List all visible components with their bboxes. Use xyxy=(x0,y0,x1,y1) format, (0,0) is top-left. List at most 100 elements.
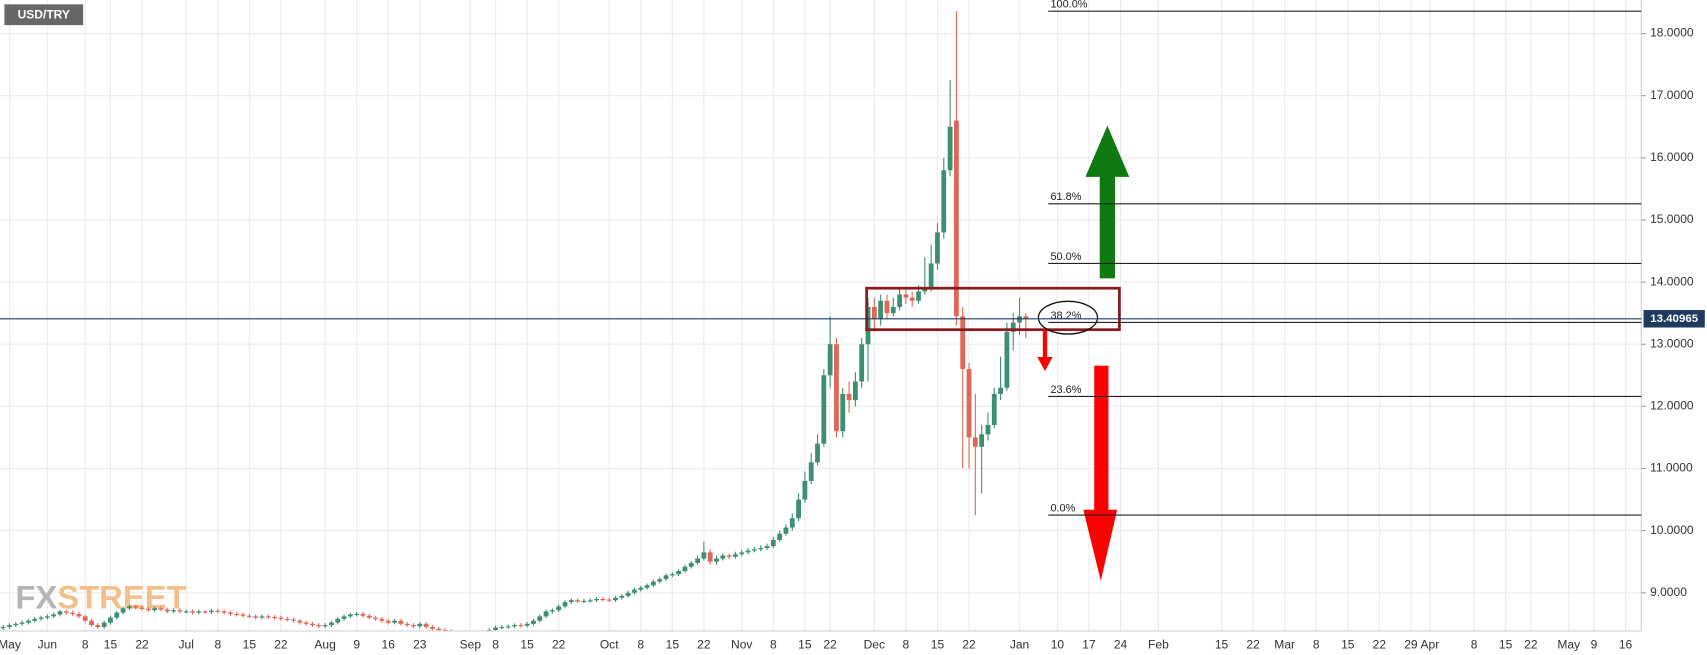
fib-label: 100.0% xyxy=(1050,0,1087,11)
candle-body xyxy=(871,306,877,320)
candle-body xyxy=(1017,316,1022,323)
candle-body xyxy=(537,616,543,621)
candle-body xyxy=(909,297,915,301)
fib-label: 0.0% xyxy=(1050,502,1075,514)
candle-body xyxy=(316,625,322,627)
candle-body xyxy=(0,626,6,629)
candle-body xyxy=(120,608,126,613)
candle-body xyxy=(770,539,776,547)
candle-body xyxy=(221,611,227,613)
candle-body xyxy=(493,627,498,631)
x-tick-label: 16 xyxy=(1619,637,1633,651)
candle-body xyxy=(890,306,896,314)
x-tick-label: 15 xyxy=(104,637,118,651)
x-tick-label: 15 xyxy=(931,637,945,651)
candle-body xyxy=(884,300,890,314)
x-tick-label: 24 xyxy=(1114,637,1128,651)
candle-body xyxy=(758,548,764,550)
candle-body xyxy=(676,571,682,575)
candle-body xyxy=(51,614,57,617)
y-tick-label: 15.0000 xyxy=(1650,212,1694,226)
x-tick-label: 22 xyxy=(1246,637,1260,651)
last-price-box xyxy=(1643,310,1705,328)
x-tick-label: 15 xyxy=(520,637,534,651)
x-tick-label: May xyxy=(1557,637,1580,651)
candle-body xyxy=(196,611,202,613)
candle-body xyxy=(335,618,341,623)
candle-body xyxy=(846,393,852,401)
candle-body xyxy=(726,555,732,557)
candle-body xyxy=(215,610,221,612)
candle-body xyxy=(310,623,315,626)
x-tick-label: 8 xyxy=(637,637,644,651)
candle-body xyxy=(606,599,612,601)
candle-body xyxy=(183,611,189,613)
candle-body xyxy=(101,622,107,627)
watermark-fx: FX xyxy=(15,578,57,615)
candle-body xyxy=(1010,322,1016,332)
candle-body xyxy=(234,613,240,615)
symbol-badge xyxy=(4,4,84,26)
candle-body xyxy=(284,618,290,620)
candle-body xyxy=(423,623,429,627)
candle-body xyxy=(13,623,19,626)
watermark-fx: FXSTREET xyxy=(15,578,186,615)
candle-body xyxy=(158,608,164,610)
x-tick-label: 8 xyxy=(492,637,499,651)
candle-body xyxy=(95,625,101,627)
candle-body xyxy=(531,620,536,624)
candle-body xyxy=(821,375,827,444)
candle-body xyxy=(76,613,82,617)
red-arrow-head xyxy=(1083,509,1118,581)
candle-body xyxy=(922,288,928,292)
candle-body xyxy=(499,626,505,629)
candle-body xyxy=(783,527,789,534)
candle-body xyxy=(587,600,593,602)
candle-body xyxy=(669,574,675,576)
small-red-arrow-head xyxy=(1037,356,1053,372)
candle-body xyxy=(272,617,278,619)
y-tick-label: 12.0000 xyxy=(1650,399,1694,413)
candle-body xyxy=(638,587,644,590)
candle-body xyxy=(796,499,801,519)
candle-body xyxy=(815,443,820,463)
candle-body xyxy=(941,170,947,233)
candle-body xyxy=(739,552,745,555)
candle-body xyxy=(575,600,581,602)
candle-body xyxy=(253,616,259,618)
x-tick-label: May xyxy=(0,637,21,651)
candle-body xyxy=(581,600,587,602)
candle-body xyxy=(568,600,574,603)
candle-body xyxy=(947,126,953,171)
last-price-label: 13.40965 xyxy=(1650,313,1699,325)
candle-body xyxy=(903,294,909,298)
candle-body xyxy=(518,625,524,627)
candle-body xyxy=(57,611,63,615)
candle-body xyxy=(347,614,353,617)
candle-body xyxy=(972,437,978,447)
candle-body xyxy=(935,232,940,264)
candle-body xyxy=(1023,316,1029,319)
candle-body xyxy=(82,616,88,621)
candle-body xyxy=(512,625,517,627)
candle-body xyxy=(404,623,410,626)
candle-body xyxy=(127,606,132,609)
y-tick-label: 17.0000 xyxy=(1650,88,1694,102)
x-tick-label: 15 xyxy=(1341,637,1355,651)
x-tick-label: 8 xyxy=(214,637,221,651)
candle-body xyxy=(657,579,663,582)
fib-label: 50.0% xyxy=(1050,251,1081,263)
candle-body xyxy=(720,555,726,559)
range-box xyxy=(865,286,1121,332)
watermark: FXSTREET xyxy=(15,578,186,615)
candle-body xyxy=(594,598,599,601)
x-tick-label: Jun xyxy=(38,637,57,651)
candle-body xyxy=(114,612,120,618)
y-tick-label: 10.0000 xyxy=(1650,523,1694,537)
candle-body xyxy=(228,612,233,614)
x-tick-label: Oct xyxy=(600,637,619,651)
x-tick-label: Sep xyxy=(460,637,482,651)
candle-body xyxy=(89,620,94,626)
x-tick-label: 15 xyxy=(798,637,812,651)
candle-body xyxy=(133,606,139,608)
